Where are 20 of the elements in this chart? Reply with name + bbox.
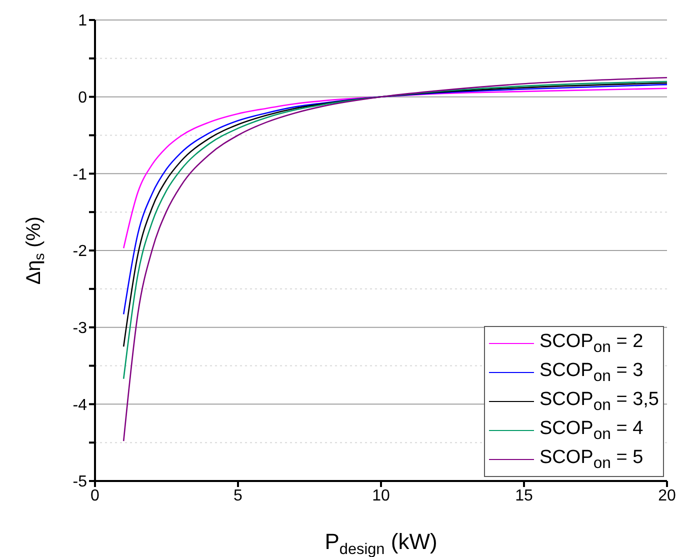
line-series [122,76,667,442]
legend-label: SCOP$_{on}$ = 3 [539,360,644,386]
y-tick-label: 1 [78,12,88,30]
x-tick-label: 10 [372,487,390,504]
y-tick-label: 0 [78,90,88,107]
x-tick-label: 0 [90,487,100,504]
legend-label: SCOP$_{on}$ = 2 [539,330,644,356]
x-axis-title: P$_{design}$ (kW) [324,529,438,557]
legend-label: SCOP$_{on}$ = 4 [539,418,644,444]
y-tick-label: -1 [72,166,88,184]
line-series [122,88,667,249]
legend-label: SCOP$_{on}$ = 5 [539,446,644,472]
y-tick-label: -4 [72,396,88,414]
y-tick-label: -2 [72,243,88,260]
x-tick-label: 15 [515,487,533,504]
legend-label: SCOP$_{on}$ = 3,5 [539,388,659,414]
y-tick-label: -3 [72,320,88,338]
x-tick-label: 20 [658,487,676,504]
x-tick-label: 5 [234,487,243,504]
y-tick-label: -5 [72,474,88,491]
